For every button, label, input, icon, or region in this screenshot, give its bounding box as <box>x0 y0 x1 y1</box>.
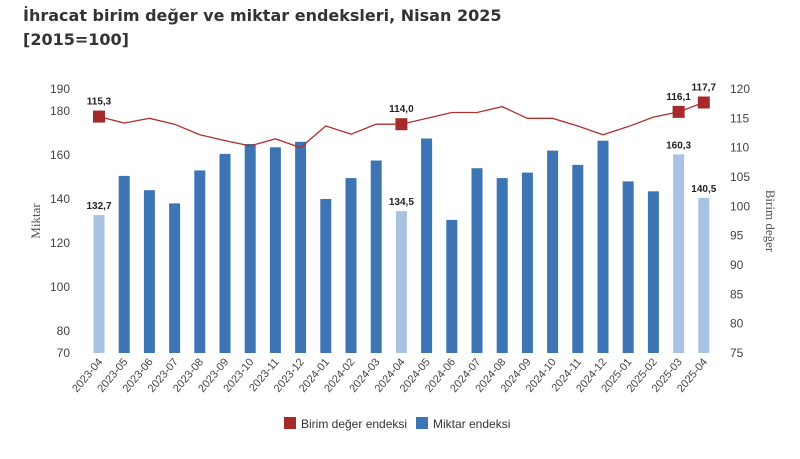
bar <box>496 178 508 353</box>
bar <box>421 138 433 353</box>
bar <box>446 219 458 353</box>
line-data-label: 114,0 <box>389 104 414 115</box>
bar <box>345 178 357 353</box>
right-tick-label: 120 <box>730 82 750 96</box>
bar <box>118 175 130 353</box>
bar <box>622 181 634 353</box>
left-tick-label: 160 <box>50 148 70 162</box>
left-tick-label: 80 <box>57 324 71 338</box>
bar-data-label: 140,5 <box>691 184 716 195</box>
bar <box>395 211 407 353</box>
legend-swatch-birim-deger <box>284 417 296 429</box>
chart-title: İhracat birim değer ve miktar endeksleri… <box>23 6 502 25</box>
left-tick-label: 100 <box>50 280 70 294</box>
right-tick-label: 110 <box>730 141 749 155</box>
bar <box>219 153 231 353</box>
left-tick-label: 70 <box>57 346 71 360</box>
bar <box>547 150 559 353</box>
bar <box>169 203 181 353</box>
line-marker <box>395 118 408 131</box>
left-tick-label: 190 <box>50 82 70 96</box>
bar <box>244 144 256 353</box>
bar <box>269 147 281 353</box>
right-tick-label: 115 <box>730 111 749 125</box>
line-data-label: 115,3 <box>87 97 112 108</box>
bar <box>471 168 483 353</box>
right-tick-label: 85 <box>730 287 744 301</box>
bar <box>698 197 710 353</box>
bar <box>320 199 332 353</box>
right-tick-label: 90 <box>730 258 744 272</box>
right-tick-label: 75 <box>730 346 744 360</box>
bar-data-label: 132,7 <box>86 201 111 212</box>
right-tick-label: 80 <box>730 317 744 331</box>
right-tick-label: 105 <box>730 170 750 184</box>
bar <box>143 190 155 353</box>
line-data-label: 116,1 <box>666 92 691 103</box>
line-marker <box>672 105 685 118</box>
left-tick-label: 180 <box>50 104 70 118</box>
bar-data-label: 134,5 <box>389 197 414 208</box>
bar <box>93 215 105 353</box>
right-axis-title: Birim değer <box>763 190 778 253</box>
right-tick-label: 95 <box>730 229 744 243</box>
left-axis-title: Miktar <box>28 203 43 239</box>
legend-label-birim-deger: Birim değer endeksi <box>301 417 407 431</box>
bar-data-label: 160,3 <box>666 140 691 151</box>
bar <box>597 140 609 353</box>
bar <box>194 170 206 353</box>
right-tick-label: 100 <box>730 199 750 213</box>
bar <box>521 172 533 353</box>
left-tick-label: 140 <box>50 192 70 206</box>
line-marker <box>697 96 710 109</box>
bar <box>295 141 307 353</box>
line-data-label: 117,7 <box>692 82 717 93</box>
bar <box>647 191 659 353</box>
left-tick-label: 120 <box>50 236 70 250</box>
legend-label-miktar: Miktar endeksi <box>433 417 510 431</box>
legend-swatch-miktar <box>416 417 428 429</box>
bar <box>572 164 584 353</box>
bar <box>370 160 382 353</box>
line-marker <box>93 110 105 123</box>
chart-subtitle: [2015=100] <box>23 30 129 49</box>
bar <box>673 154 685 353</box>
